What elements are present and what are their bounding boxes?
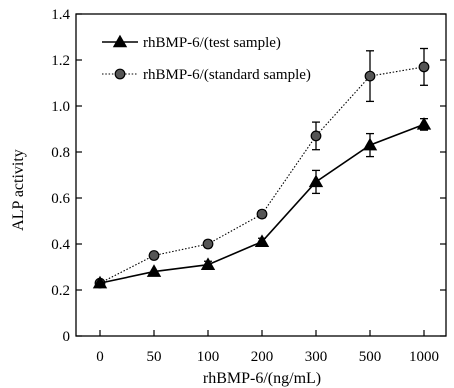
data-point: [148, 250, 160, 261]
data-point: [416, 117, 432, 130]
data-point: [362, 137, 378, 151]
y-tick-label: 0.6: [51, 191, 70, 207]
series-line: [99, 66, 425, 284]
data-point: [146, 264, 162, 277]
legend-label: rhBMP-6/(standard sample): [143, 67, 311, 83]
data-point: [310, 130, 322, 142]
x-tick-label: 500: [359, 349, 382, 365]
data-point: [92, 275, 108, 289]
x-tick-label: 300: [305, 349, 328, 365]
plot-frame: [75, 13, 447, 337]
data-point: [256, 208, 268, 220]
y-tick-label: 1.2: [51, 53, 70, 69]
data-point: [364, 70, 376, 82]
x-axis-title: rhBMP-6/(ng/mL): [203, 370, 321, 387]
data-point: [202, 238, 214, 250]
y-tick-label: 1.4: [51, 7, 70, 23]
y-tick-label: 0.2: [51, 283, 70, 299]
y-axis-ticks: 0 0.2 0.4 0.6 0.8 1.0 1.2 1.4: [51, 7, 446, 345]
y-tick-label: 0: [63, 329, 71, 345]
series-standard-sample: [94, 47, 430, 289]
y-tick-label: 0.4: [51, 237, 70, 253]
x-tick-label: 100: [197, 349, 220, 365]
x-tick-label: 1000: [409, 349, 439, 365]
data-point: [200, 257, 216, 270]
series-test-sample: [92, 117, 432, 289]
data-point: [254, 234, 270, 247]
y-tick-label: 1.0: [51, 99, 70, 115]
x-tick-label: 200: [251, 349, 274, 365]
series-layer: [92, 47, 432, 289]
data-point: [308, 174, 324, 188]
y-tick-label: 0.8: [51, 145, 70, 161]
legend-label: rhBMP-6/(test sample): [143, 35, 281, 51]
legend: rhBMP-6/(test sample) rhBMP-6/(standard s…: [102, 34, 311, 83]
x-tick-label: 0: [96, 349, 104, 365]
data-point: [418, 61, 430, 73]
legend-marker: [114, 68, 126, 80]
y-axis-title: ALP activity: [10, 149, 27, 231]
x-axis-ticks: 0 50 100 200 300 500 1000: [96, 330, 439, 365]
axes: [75, 13, 447, 337]
x-tick-label: 50: [147, 349, 162, 365]
legend-marker: [112, 34, 128, 48]
